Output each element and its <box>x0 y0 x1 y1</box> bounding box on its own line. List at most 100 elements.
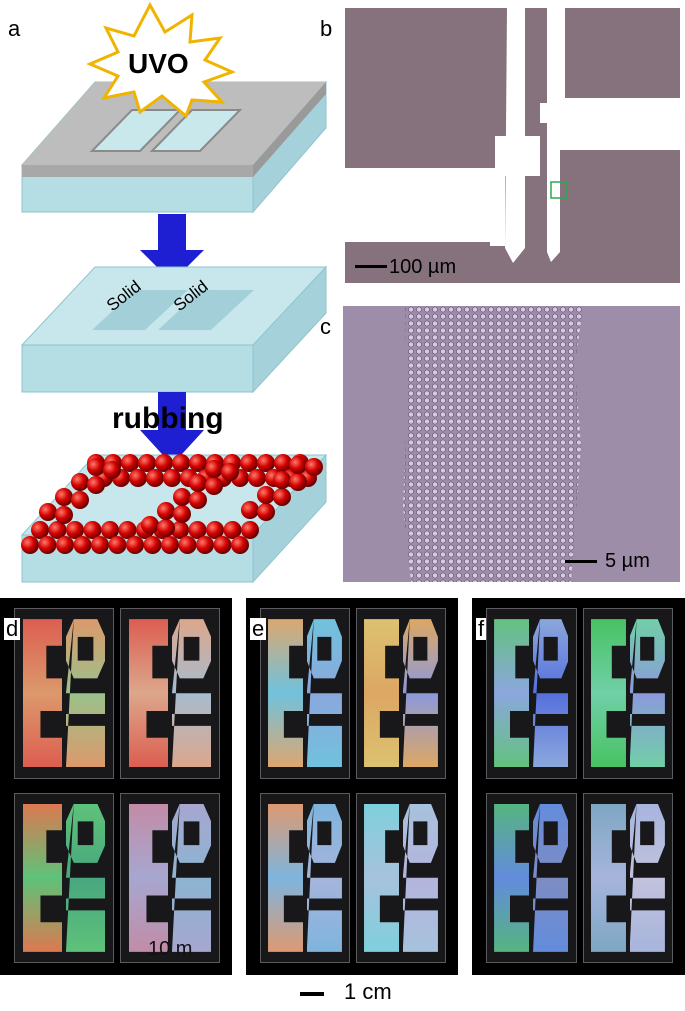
sphere <box>138 454 156 472</box>
sphere <box>231 536 249 554</box>
sphere <box>91 536 109 554</box>
sphere <box>189 474 207 492</box>
panel-b-micrograph: 100 µm <box>345 8 680 283</box>
sphere <box>146 469 164 487</box>
arrow-down-1 <box>140 214 204 282</box>
panel-e-label: e <box>250 616 267 641</box>
sphere <box>173 488 191 506</box>
sphere <box>289 456 307 474</box>
sphere <box>257 486 275 504</box>
sphere <box>205 477 223 495</box>
panel-a-label: a <box>8 16 21 41</box>
sphere <box>171 521 189 539</box>
sphere <box>196 536 214 554</box>
sphere <box>257 503 275 521</box>
sphere <box>83 521 102 539</box>
sphere <box>189 491 207 509</box>
panel-b-label: b <box>320 16 333 41</box>
sample-slab <box>356 608 446 779</box>
panel-e-photo: e <box>246 598 458 975</box>
scale-bar-c <box>565 560 597 563</box>
sphere <box>213 536 232 554</box>
sphere <box>163 469 181 487</box>
sphere <box>188 521 207 539</box>
sample-slab <box>486 792 577 963</box>
arrow-down-2 <box>140 392 204 465</box>
sphere <box>241 501 259 519</box>
inset-text-d: 10 m <box>148 938 193 960</box>
sphere <box>223 521 242 539</box>
slab-with-spheres <box>20 453 328 584</box>
sphere <box>173 505 191 523</box>
sphere <box>273 471 291 489</box>
sphere <box>240 454 258 472</box>
sphere <box>101 521 119 539</box>
sphere <box>205 460 223 478</box>
bottom-scale-bar <box>300 992 324 996</box>
sphere <box>56 536 74 554</box>
panel-f-label: f <box>476 616 487 641</box>
sample-slab <box>260 792 350 963</box>
sphere <box>55 488 73 506</box>
sphere <box>221 463 239 481</box>
panel-c-label: c <box>320 314 331 339</box>
sample-slab <box>582 608 673 779</box>
scale-text-b: 100 µm <box>389 256 457 278</box>
slab-with-mask <box>20 80 328 214</box>
sphere <box>71 491 89 509</box>
sphere <box>66 521 84 539</box>
sphere <box>143 536 162 554</box>
sphere <box>129 469 147 487</box>
panel-c-micrograph: 5 µm <box>343 306 680 582</box>
sphere <box>241 521 259 539</box>
sample-slab <box>120 792 220 963</box>
colloidal-spheres <box>21 454 323 554</box>
sphere <box>157 502 175 520</box>
sphere <box>157 519 175 537</box>
sphere <box>274 454 292 472</box>
sphere <box>73 536 92 554</box>
sphere <box>172 454 190 472</box>
sphere <box>248 469 266 487</box>
sample-slab <box>260 608 350 779</box>
electrode-pattern <box>345 8 680 283</box>
sphere <box>178 536 197 554</box>
sphere <box>289 473 307 491</box>
sphere <box>71 473 89 491</box>
panel-f-photo: f <box>472 598 685 975</box>
sphere <box>305 458 323 476</box>
sample-slab <box>120 608 220 779</box>
uvo-burst <box>86 1 237 119</box>
sphere <box>206 521 224 539</box>
sphere <box>103 461 121 479</box>
panel-a-schematic <box>20 1 328 584</box>
sphere <box>21 536 39 554</box>
panel-d-label: d <box>4 616 21 641</box>
sphere <box>38 536 57 554</box>
sphere <box>118 521 137 539</box>
scale-bar-b <box>355 265 387 268</box>
sphere <box>48 521 67 539</box>
uvo-label: UVO <box>128 48 189 79</box>
bottom-scale-text: 1 cm <box>344 979 392 1004</box>
sample-slab <box>14 792 114 963</box>
sphere <box>141 516 159 534</box>
sample-slab <box>582 792 673 963</box>
panel-a: a <box>0 0 330 590</box>
sample-slab <box>14 608 114 779</box>
sphere <box>189 454 207 472</box>
rubbing-label: rubbing <box>112 402 224 435</box>
sphere <box>31 521 49 539</box>
sphere <box>257 454 275 472</box>
scale-text-c: 5 µm <box>605 550 650 572</box>
sphere <box>126 536 144 554</box>
sample-slab <box>356 792 446 963</box>
sphere <box>161 536 179 554</box>
slab-with-solid <box>20 265 328 394</box>
sphere <box>87 476 105 494</box>
sphere <box>155 454 173 472</box>
sphere <box>55 506 73 524</box>
sphere <box>87 458 105 476</box>
sphere <box>108 536 127 554</box>
sphere <box>121 454 139 472</box>
